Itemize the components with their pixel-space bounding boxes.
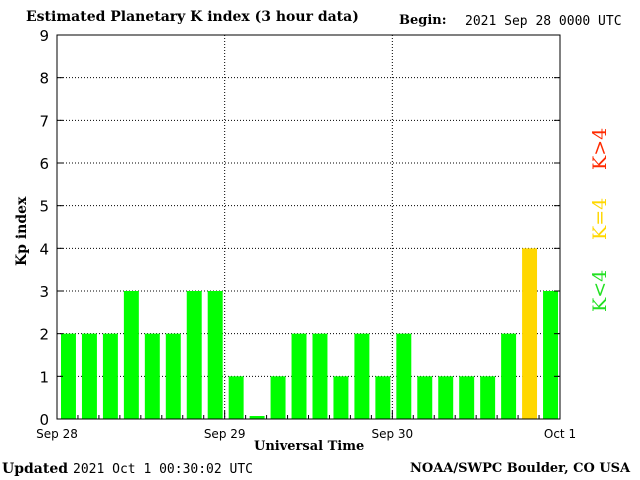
bar-6: [186, 291, 202, 419]
x-tick-label-3: Oct 1: [544, 427, 576, 441]
bar-15: [375, 376, 391, 419]
y-tick-label-7: 7: [39, 112, 49, 130]
bar-18: [438, 376, 454, 419]
y-tick-label-9: 9: [39, 27, 49, 45]
bar-14: [354, 333, 370, 419]
source-credit: NOAA/SWPC Boulder, CO USA: [410, 461, 631, 476]
bar-10: [270, 376, 286, 419]
y-tick-label-3: 3: [39, 283, 49, 301]
y-tick-label-6: 6: [39, 155, 49, 173]
bar-0: [61, 333, 76, 419]
bar-9: [249, 416, 265, 419]
x-tick-label-1: Sep 29: [204, 427, 246, 441]
y-tick-label-0: 0: [39, 411, 49, 429]
updated-value: 2021 Oct 1 00:30:02 UTC: [73, 462, 254, 477]
begin-label: Begin:: [399, 13, 447, 28]
x-tick-label-2: Sep 30: [371, 427, 413, 441]
y-axis-label: Kp index: [14, 196, 30, 266]
bar-17: [417, 376, 433, 419]
bar-23: [543, 291, 558, 419]
y-tick-label-2: 2: [39, 326, 49, 344]
bar-12: [312, 333, 328, 419]
legend-k-greater-4: K>4: [589, 127, 611, 170]
bar-5: [165, 333, 181, 419]
x-tick-label-0: Sep 28: [36, 427, 78, 441]
bar-22: [522, 248, 538, 419]
bar-16: [396, 333, 412, 419]
y-tick-label-8: 8: [39, 70, 49, 88]
legend-k-less-4: K<4: [589, 269, 611, 312]
bar-20: [480, 376, 496, 419]
begin-value: 2021 Sep 28 0000 UTC: [465, 14, 622, 29]
y-tick-label-1: 1: [39, 368, 49, 386]
bar-13: [333, 376, 349, 419]
y-tick-label-4: 4: [39, 240, 49, 258]
y-tick-label-5: 5: [39, 198, 49, 216]
bar-11: [291, 333, 307, 419]
bar-4: [144, 333, 160, 419]
bar-19: [459, 376, 475, 419]
chart-title: Estimated Planetary K index (3 hour data…: [26, 9, 359, 25]
bar-21: [501, 333, 517, 419]
bar-2: [102, 333, 118, 419]
x-axis-label: Universal Time: [254, 439, 365, 454]
bar-7: [207, 291, 223, 419]
legend-k-equal-4: K=4: [589, 197, 611, 240]
bar-8: [228, 376, 244, 419]
bar-1: [81, 333, 97, 419]
updated-label: Updated: [2, 461, 69, 477]
bar-3: [123, 291, 139, 419]
